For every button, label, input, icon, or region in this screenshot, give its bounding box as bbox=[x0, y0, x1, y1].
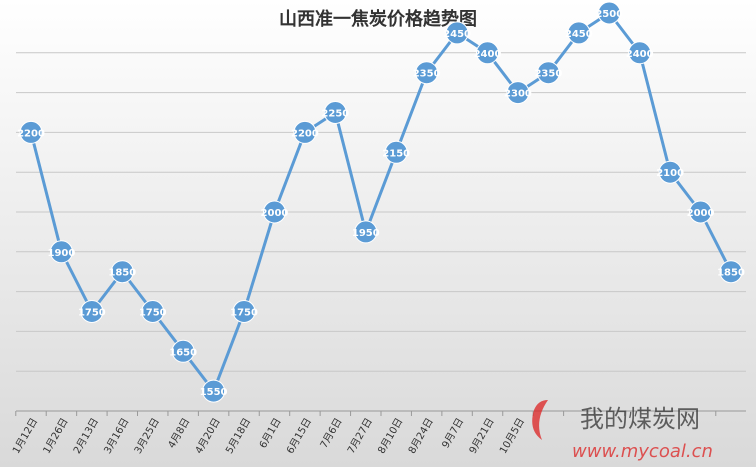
marker bbox=[597, 1, 621, 25]
marker bbox=[171, 339, 195, 363]
data-label: 2350 bbox=[413, 69, 441, 80]
data-label: 2450 bbox=[443, 29, 471, 40]
marker bbox=[567, 21, 591, 45]
data-label: 1850 bbox=[717, 268, 745, 279]
data-label: 2400 bbox=[474, 49, 502, 60]
data-label: 2100 bbox=[656, 168, 684, 179]
marker bbox=[628, 41, 652, 65]
data-label: 2400 bbox=[626, 49, 654, 60]
marker bbox=[262, 200, 286, 224]
watermark-url: www.mycoal.cn bbox=[572, 441, 713, 462]
data-label: 2150 bbox=[382, 148, 410, 159]
marker bbox=[19, 120, 43, 144]
data-label: 2000 bbox=[261, 208, 289, 219]
data-label: 1650 bbox=[169, 347, 197, 358]
data-label: 2000 bbox=[687, 208, 715, 219]
marker bbox=[110, 260, 134, 284]
grid bbox=[15, 52, 746, 416]
marker bbox=[506, 81, 530, 105]
data-label: 2200 bbox=[291, 128, 319, 139]
data-label: 2250 bbox=[321, 109, 349, 120]
marker bbox=[323, 101, 347, 124]
marker bbox=[80, 300, 104, 323]
marker bbox=[415, 61, 439, 85]
data-label: 2350 bbox=[534, 69, 562, 80]
marker bbox=[445, 21, 469, 45]
marker bbox=[293, 120, 317, 144]
data-label: 2300 bbox=[504, 89, 532, 100]
logo bbox=[532, 400, 548, 440]
data-label: 2450 bbox=[565, 29, 593, 40]
marker bbox=[49, 240, 73, 264]
watermark: 我的煤炭网 www.mycoal.cn bbox=[532, 400, 713, 462]
chart-title: 山西准一焦炭价格趋势图 bbox=[279, 8, 477, 30]
data-label: 1750 bbox=[230, 308, 258, 319]
marker bbox=[536, 61, 560, 85]
marker bbox=[202, 379, 226, 403]
data-label: 2500 bbox=[595, 9, 623, 20]
marker bbox=[141, 300, 165, 323]
marker bbox=[689, 200, 713, 224]
marker bbox=[354, 220, 378, 244]
data-label: 1750 bbox=[139, 308, 167, 319]
marker bbox=[719, 260, 743, 284]
data-label: 1900 bbox=[48, 248, 76, 259]
marker bbox=[232, 300, 256, 323]
data-label: 1950 bbox=[352, 228, 380, 239]
watermark-name: 我的煤炭网 bbox=[580, 405, 700, 433]
data-label: 1550 bbox=[200, 387, 228, 398]
marker bbox=[658, 160, 682, 184]
data-label: 1850 bbox=[108, 268, 136, 279]
marker bbox=[476, 41, 500, 65]
marker bbox=[384, 140, 408, 164]
data-label: 2200 bbox=[17, 128, 45, 139]
data-label: 1750 bbox=[78, 308, 106, 319]
